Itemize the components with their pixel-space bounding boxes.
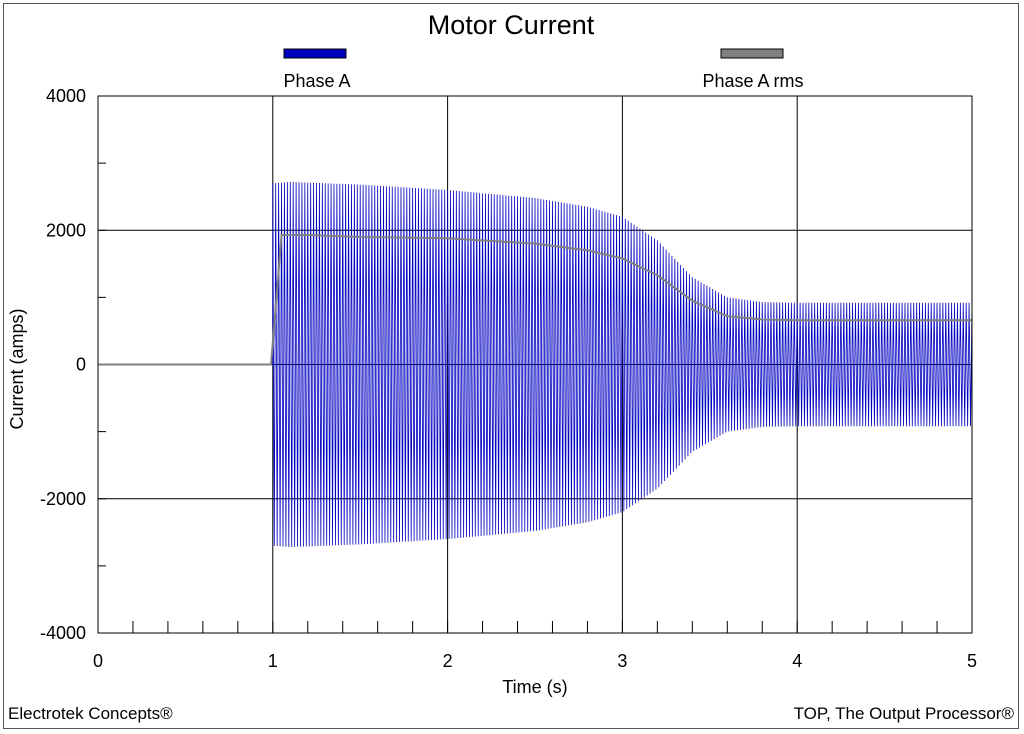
y-tick-label: -2000 <box>40 489 86 509</box>
x-tick-label: 0 <box>93 651 103 671</box>
x-tick-label: 1 <box>268 651 278 671</box>
x-tick-label: 5 <box>967 651 977 671</box>
footer-left: Electrotek Concepts® <box>8 704 173 723</box>
y-tick-labels: 4000 2000 0 -2000 -4000 <box>40 86 86 643</box>
legend-label-phase-a-rms: Phase A rms <box>702 71 803 91</box>
y-axis-label: Current (amps) <box>7 308 27 429</box>
series-line-phase-a <box>98 181 973 548</box>
plot-content <box>98 181 973 548</box>
y-tick-label: 2000 <box>46 220 86 240</box>
x-tick-label: 4 <box>792 651 802 671</box>
plot-area <box>97 95 973 634</box>
y-tick-label: 0 <box>76 355 86 375</box>
footer-right: TOP, The Output Processor® <box>794 704 1015 723</box>
legend-swatch-phase-a-rms <box>720 48 784 59</box>
y-tick-label: -4000 <box>40 623 86 643</box>
x-axis-label: Time (s) <box>502 677 567 697</box>
minor-ticks <box>98 162 938 633</box>
legend: Phase A Phase A rms <box>283 48 804 91</box>
y-tick-label: 4000 <box>46 86 86 106</box>
legend-label-phase-a: Phase A <box>283 71 350 91</box>
chart-title: Motor Current <box>428 10 595 40</box>
chart-frame <box>3 3 1019 729</box>
x-tick-label: 2 <box>443 651 453 671</box>
x-tick-label: 3 <box>617 651 627 671</box>
x-tick-labels: 0 1 2 3 4 5 <box>93 651 977 671</box>
series-line-phase-a-rms <box>98 233 972 366</box>
legend-swatch-phase-a <box>283 48 347 59</box>
